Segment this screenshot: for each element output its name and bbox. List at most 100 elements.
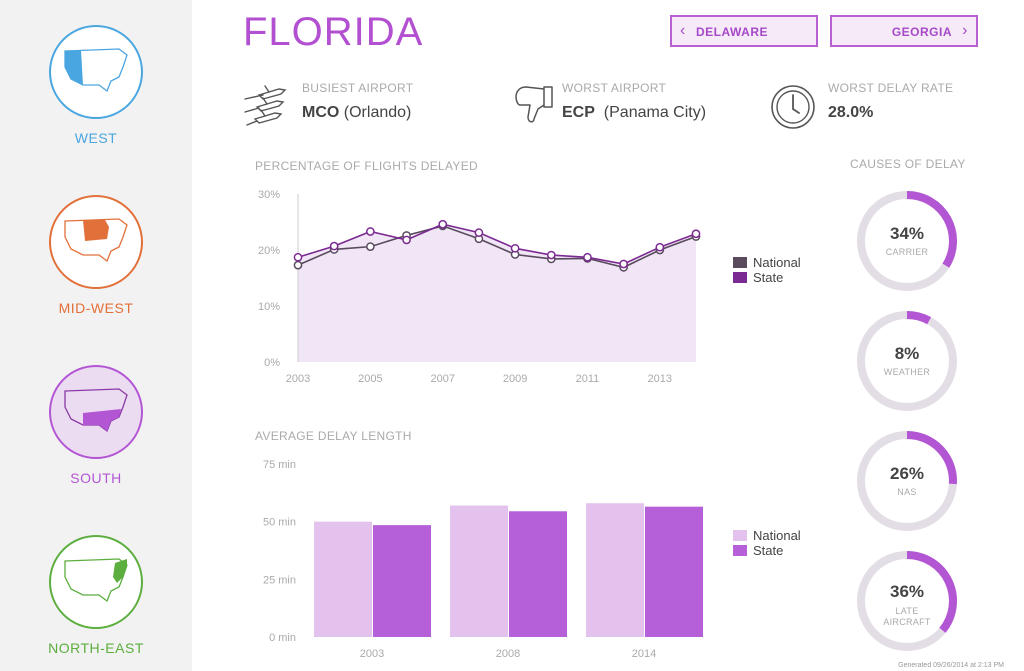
- x-tick-label: 2009: [503, 373, 527, 385]
- donut-percent: 34%: [889, 224, 925, 243]
- legend-label: National: [753, 528, 801, 543]
- region-west-button[interactable]: WEST: [0, 25, 192, 165]
- busiest-airport-city: (Orlando): [343, 104, 412, 121]
- region-midwest-button[interactable]: MID-WEST: [0, 195, 192, 335]
- donut-carrier: 34% CARRIER: [854, 188, 960, 294]
- busiest-airport-label: BUSIEST AIRPORT: [302, 81, 414, 95]
- prev-state-label: DELAWARE: [696, 25, 769, 39]
- x-tick-label: 2005: [358, 373, 382, 385]
- worst-airport-label: WORST AIRPORT: [562, 81, 667, 95]
- data-point-state: [366, 227, 375, 236]
- donut-arc: [906, 431, 957, 485]
- data-point-state: [619, 259, 628, 269]
- bar-national: [586, 503, 644, 637]
- donut-percent: 26%: [889, 464, 925, 483]
- bar-chart-legend: National State: [733, 528, 801, 558]
- data-point-state: [546, 250, 556, 260]
- donut-arc: [906, 311, 932, 325]
- region-label: MID-WEST: [58, 300, 134, 316]
- donut-label: NAS: [897, 487, 917, 497]
- y-tick-label: 0%: [264, 357, 280, 369]
- x-tick-label: 2003: [360, 648, 384, 660]
- data-point-state: [655, 242, 665, 252]
- donut-ring: [857, 191, 957, 291]
- region-label: SOUTH: [70, 470, 122, 486]
- legend-label: State: [753, 270, 784, 285]
- donut-nas: 26% NAS: [854, 428, 960, 534]
- worst-airport-city: (Panama City): [603, 104, 707, 121]
- donut-label: LATE AIRCRAFT: [883, 606, 931, 627]
- y-tick-label: 25 min: [263, 574, 296, 586]
- data-point-state: [438, 219, 448, 229]
- y-tick-label: 20%: [258, 245, 280, 257]
- data-point-national: [366, 242, 375, 251]
- northeast-map-icon: [49, 535, 143, 629]
- region-label: NORTH-EAST: [48, 640, 144, 656]
- region-label: WEST: [74, 130, 118, 146]
- prev-state-button[interactable]: ‹ DELAWARE: [670, 15, 818, 47]
- y-tick-label: 30%: [258, 189, 280, 201]
- donut-label: CARRIER: [885, 247, 929, 257]
- next-state-label: GEORGIA: [891, 25, 952, 39]
- donut-ring: [857, 431, 957, 531]
- state-area: [298, 224, 696, 362]
- region-south-button[interactable]: SOUTH: [0, 365, 192, 505]
- bar-national: [450, 505, 508, 637]
- region-sidebar: WEST MID-WEST SOUTH: [0, 0, 192, 671]
- donut-label: WEATHER: [883, 367, 931, 377]
- data-point-state: [402, 235, 411, 245]
- donut-weather: 8% WEATHER: [854, 308, 960, 414]
- bar-state: [373, 525, 431, 637]
- legend-label: State: [753, 543, 784, 558]
- worst-airport-value: ECP (Panama City): [562, 104, 706, 122]
- donut-arc: [906, 191, 957, 268]
- data-point-state: [293, 252, 303, 262]
- south-map-icon: [49, 365, 143, 459]
- donut-ring: [857, 311, 957, 411]
- donut-ring: [857, 551, 957, 651]
- bar-chart-title: AVERAGE DELAY LENGTH: [255, 429, 412, 443]
- legend-national: National: [733, 528, 801, 543]
- y-tick-label: 50 min: [263, 517, 296, 529]
- busiest-airport-code: MCO: [302, 104, 340, 121]
- bar-national: [314, 521, 372, 637]
- series-line-national: [297, 225, 697, 269]
- donut-percent: 8%: [894, 344, 920, 363]
- worst-delay-rate-value: 28.0%: [828, 104, 874, 121]
- chevron-left-icon: ‹: [680, 22, 686, 39]
- worst-delay-rate-label: WORST DELAY RATE: [828, 81, 954, 95]
- line-chart-legend: National State: [733, 255, 801, 285]
- legend-swatch: [733, 530, 747, 541]
- causes-title: CAUSES OF DELAY: [850, 157, 966, 171]
- donut-late-aircraft: 36% LATE AIRCRAFT: [854, 548, 960, 654]
- data-point-national: [293, 260, 303, 270]
- y-tick-label: 75 min: [263, 459, 296, 471]
- west-map-icon: [49, 25, 143, 119]
- legend-swatch: [733, 257, 747, 268]
- clock-icon: [769, 83, 817, 136]
- x-tick-label: 2003: [286, 373, 310, 385]
- x-tick-label: 2011: [576, 373, 600, 385]
- series-line-state: [297, 223, 697, 265]
- busiest-airport-value: MCO (Orlando): [302, 104, 411, 122]
- data-point-state: [691, 229, 701, 239]
- bar-state: [509, 511, 567, 637]
- legend-swatch: [733, 272, 747, 283]
- x-tick-label: 2007: [430, 373, 454, 385]
- worst-airport-code: ECP: [562, 104, 595, 121]
- data-point-state: [583, 252, 592, 262]
- generated-timestamp: Generated 09/26/2014 at 2:13 PM: [898, 662, 1004, 669]
- data-point-state: [329, 241, 339, 251]
- airplanes-icon: [243, 85, 293, 134]
- x-tick-label: 2013: [648, 373, 672, 385]
- data-point-state: [474, 228, 484, 237]
- legend-swatch: [733, 545, 747, 556]
- region-northeast-button[interactable]: NORTH-EAST: [0, 535, 192, 671]
- legend-state: State: [733, 543, 801, 558]
- line-chart-title: PERCENTAGE OF FLIGHTS DELAYED: [255, 159, 478, 173]
- bar-state: [645, 506, 703, 637]
- next-state-button[interactable]: GEORGIA ›: [830, 15, 978, 47]
- midwest-map-icon: [49, 195, 143, 289]
- donut-percent: 36%: [889, 582, 925, 601]
- chevron-right-icon: ›: [962, 22, 968, 39]
